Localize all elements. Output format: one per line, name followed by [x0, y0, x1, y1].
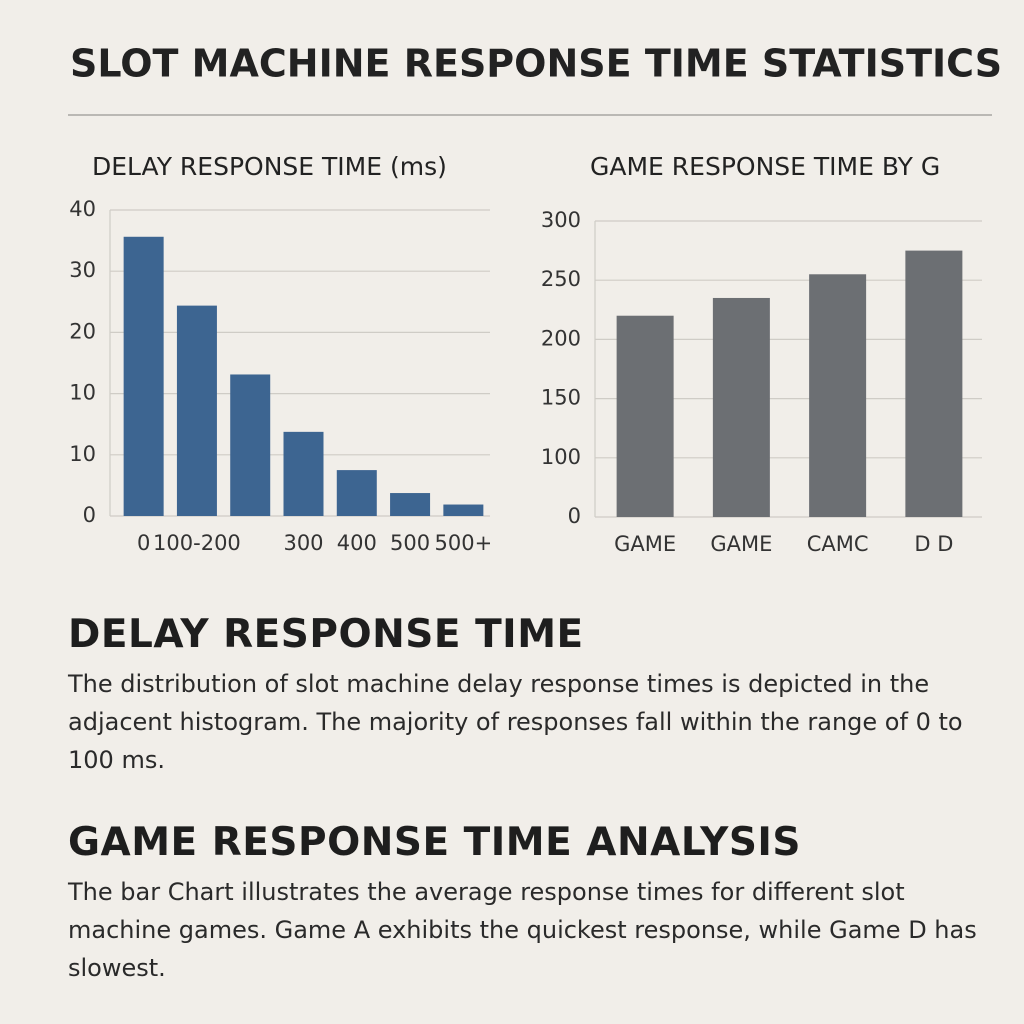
- y-tick-label: 40: [69, 197, 96, 221]
- section-text: The distribution of slot machine delay r…: [68, 670, 963, 774]
- bar: [905, 250, 963, 517]
- x-tick-label: 0: [137, 531, 150, 555]
- y-tick-label: 150: [541, 386, 581, 410]
- y-tick-label: 10: [69, 381, 96, 405]
- y-tick-label: 30: [69, 258, 96, 282]
- bar: [390, 493, 431, 516]
- section: GAME RESPONSE TIME ANALYSIS The bar Char…: [68, 820, 998, 987]
- chart-title: GAME RESPONSE TIME BY G: [590, 152, 940, 181]
- bar: [123, 236, 164, 516]
- bar: [443, 504, 484, 516]
- x-tick-label: 500+: [435, 531, 493, 555]
- chart-title: DELAY RESPONSE TIME (ms): [92, 152, 447, 181]
- bar: [616, 315, 674, 517]
- x-tick-label: CAMC: [807, 532, 869, 556]
- x-tick-label: 300: [283, 531, 323, 555]
- section: DELAY RESPONSE TIME The distribution of …: [68, 612, 998, 779]
- section-heading: GAME RESPONSE TIME ANALYSIS: [68, 820, 802, 865]
- charts: SLOT MACHINE RESPONSE TIME STATISTICS DE…: [68, 42, 1002, 556]
- y-tick-label: 300: [541, 208, 581, 232]
- bar: [176, 305, 217, 516]
- main-title: SLOT MACHINE RESPONSE TIME STATISTICS: [70, 42, 1002, 86]
- section-text: The bar Chart illustrates the average re…: [68, 878, 977, 982]
- x-tick-label: D D: [914, 532, 953, 556]
- bar: [712, 297, 770, 517]
- bar: [230, 374, 271, 516]
- y-tick-label: 250: [541, 267, 581, 291]
- x-tick-label: 400: [337, 531, 377, 555]
- y-tick-label: 0: [83, 503, 96, 527]
- bar: [809, 274, 867, 517]
- x-tick-label: GAME: [614, 532, 676, 556]
- y-tick-label: 20: [69, 319, 96, 343]
- section-heading: DELAY RESPONSE TIME: [68, 612, 584, 657]
- y-tick-label: 200: [541, 326, 581, 350]
- bar: [283, 431, 324, 516]
- bar: [336, 470, 377, 516]
- y-tick-label: 0: [568, 504, 581, 528]
- x-tick-label: 500: [390, 531, 430, 555]
- y-tick-label: 100: [541, 445, 581, 469]
- x-tick-label: GAME: [710, 532, 772, 556]
- x-tick-label: 100-200: [153, 531, 241, 555]
- y-tick-label: 10: [69, 442, 96, 466]
